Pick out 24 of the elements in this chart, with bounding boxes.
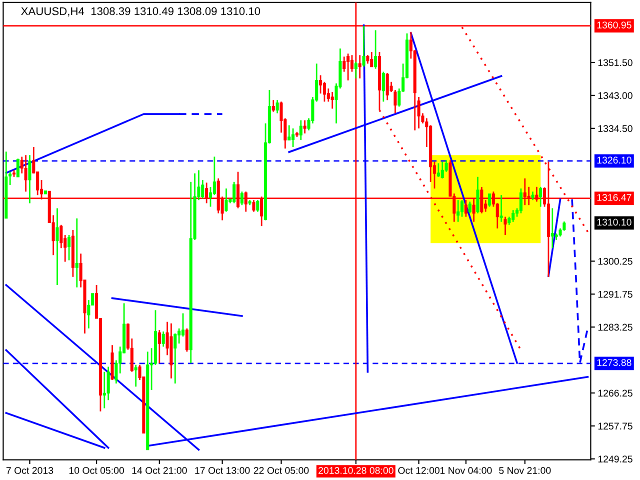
y-tick-label: 1249.25 bbox=[598, 456, 632, 462]
x-tick-label: 17 Oct 13:00 bbox=[195, 467, 250, 474]
y-tick-label: 1300.25 bbox=[598, 258, 632, 265]
y-tick-label: 1343.00 bbox=[598, 92, 632, 100]
x-tick-label: Oct 12:00 bbox=[398, 467, 440, 474]
y-tick-label: 1351.50 bbox=[598, 59, 632, 66]
ref-line-label: 1326.10 bbox=[597, 156, 632, 164]
x-tick-label: 7 Oct 2013 bbox=[6, 467, 54, 474]
ref-line-label: 1360.95 bbox=[597, 22, 632, 28]
x-tick-label: 22 Oct 05:00 bbox=[254, 467, 309, 474]
text: 1310.10 bbox=[597, 218, 632, 226]
y-tick-label: 1291.75 bbox=[598, 290, 632, 298]
ref-line-label: 1316.47 bbox=[597, 194, 632, 201]
x-tick-label: 14 Oct 21:00 bbox=[132, 467, 187, 474]
y-tick-label: 1266.25 bbox=[598, 390, 632, 397]
x-tick-label: 1 Nov 04:00 bbox=[440, 467, 492, 474]
x-tick-label: 2013.10.28 08:00 bbox=[318, 467, 394, 474]
x-tick-label: 10 Oct 05:00 bbox=[69, 467, 124, 474]
y-tick-label: 1257.75 bbox=[598, 422, 632, 430]
y-tick-label: 1283.25 bbox=[598, 324, 632, 331]
chart-title: XAUUSD,H4 1308.39 1310.49 1308.09 1310.10 bbox=[21, 7, 260, 16]
y-tick-label: 1334.50 bbox=[598, 125, 632, 132]
x-tick-label: 5 Nov 21:00 bbox=[499, 467, 551, 474]
ref-line-label: 1273.88 bbox=[597, 359, 632, 366]
